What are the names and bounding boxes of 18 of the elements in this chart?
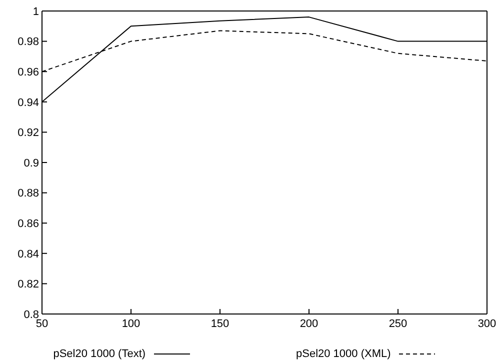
y-tick-label: 0.9	[24, 157, 39, 170]
x-tick-label: 150	[210, 318, 230, 330]
y-tick-label: 0.88	[18, 188, 39, 200]
x-tick-label: 250	[388, 318, 408, 330]
y-tick-label: 0.98	[18, 36, 39, 48]
x-tick-label: 200	[300, 318, 318, 330]
x-tick-label: 300	[478, 318, 496, 330]
legend-label: pSel20 1000 (XML)	[296, 348, 391, 360]
y-tick-label: 0.94	[18, 96, 39, 109]
x-tick-label: 50	[36, 318, 48, 330]
legend-label: pSel20 1000 (Text)	[53, 348, 146, 360]
y-tick-label: 0.82	[18, 278, 39, 291]
y-tick-label: 1	[32, 6, 39, 18]
x-tick-label: 100	[122, 318, 140, 330]
y-tick-label: 0.86	[18, 218, 39, 230]
y-tick-label: 0.96	[18, 66, 39, 79]
y-tick-label: 0.84	[18, 248, 39, 260]
y-tick-label: 0.92	[18, 127, 39, 140]
